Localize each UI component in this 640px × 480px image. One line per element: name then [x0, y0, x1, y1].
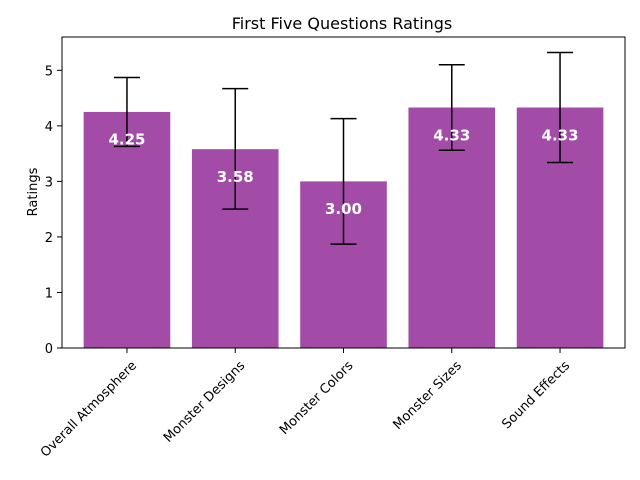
y-axis-title: Ratings — [26, 167, 41, 216]
x-tick-label: Monster Sizes — [390, 358, 465, 433]
x-ticks-group: Overall Atmosphere Monster Designs Monster… — [38, 348, 573, 460]
data-label: 3.00 — [325, 200, 362, 218]
y-tick-label: 4 — [45, 120, 53, 135]
data-label: 3.58 — [217, 168, 254, 186]
x-tick-label: Overall Atmosphere — [38, 358, 140, 460]
x-tick-label: Monster Colors — [277, 358, 357, 438]
data-label: 4.25 — [108, 131, 145, 149]
bar-labels-group: 4.25 3.58 3.00 4.33 4.33 — [108, 126, 578, 218]
x-tick-label: Sound Effects — [499, 358, 573, 432]
y-tick-label: 3 — [45, 175, 53, 190]
y-tick-label: 1 — [45, 286, 53, 301]
data-label: 4.33 — [542, 126, 579, 144]
y-tick-label: 0 — [45, 342, 53, 357]
data-label: 4.33 — [433, 126, 470, 144]
error-bars-group — [113, 51, 574, 245]
bar — [83, 111, 171, 349]
y-tick-label: 2 — [45, 231, 53, 246]
chart-title: First Five Questions Ratings — [232, 14, 453, 33]
y-tick-label: 5 — [45, 64, 53, 79]
x-tick-label: Monster Designs — [161, 358, 248, 445]
y-ticks-group: 0 1 2 3 4 5 — [45, 64, 62, 357]
